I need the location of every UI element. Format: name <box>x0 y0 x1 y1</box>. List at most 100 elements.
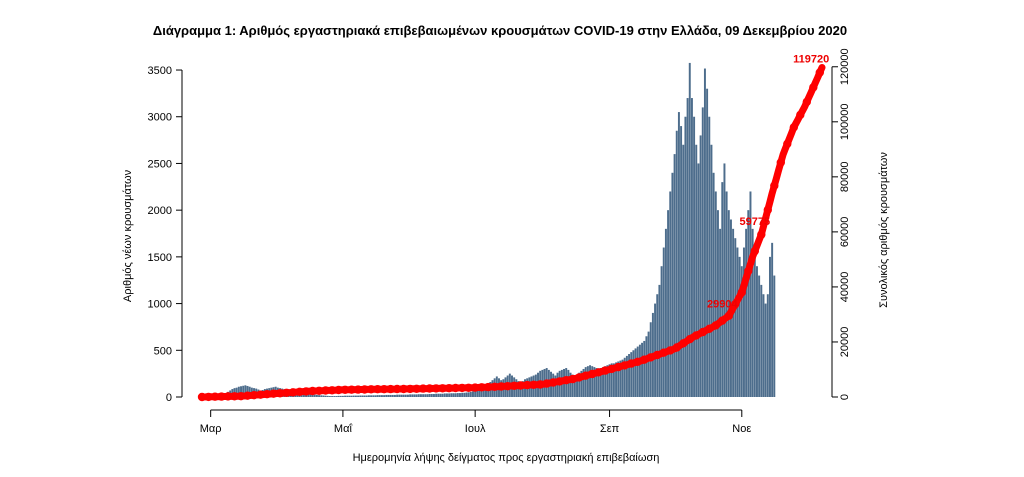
cumulative-point <box>347 385 356 394</box>
bar <box>727 210 730 397</box>
x-tick-label: Μαρ <box>200 423 222 435</box>
bar <box>244 385 247 397</box>
y-axis-label: Αριθμός νέων κρουσμάτων <box>122 169 134 302</box>
left-axis: 0 500 1000 1500 2000 2500 3000 3500 <box>148 65 183 404</box>
annotations: 119720 59775 29904 <box>707 54 829 311</box>
right-tick-label: 60000 <box>839 217 851 248</box>
bar <box>322 395 325 397</box>
bar <box>762 294 765 397</box>
cumulative-point <box>477 383 486 392</box>
bar <box>318 395 321 397</box>
bar <box>751 228 754 397</box>
bar <box>582 368 585 397</box>
bar <box>688 62 691 397</box>
bar <box>638 344 641 397</box>
bar <box>595 368 598 397</box>
bar <box>424 394 427 397</box>
cumulative-point <box>470 383 480 392</box>
cumulative-point <box>308 386 317 396</box>
bar <box>656 294 659 397</box>
bar <box>647 331 650 397</box>
x-tick-label: Μαΐ <box>334 423 353 435</box>
bar <box>725 191 728 397</box>
cumulative-point <box>568 374 577 384</box>
bar <box>571 374 574 397</box>
bar <box>710 144 713 397</box>
cumulative-point <box>510 381 519 390</box>
bar <box>749 191 752 397</box>
cumulative-point <box>776 158 785 167</box>
bar <box>758 275 761 397</box>
bar <box>482 386 485 397</box>
bar <box>354 395 357 397</box>
bar <box>625 355 628 397</box>
cumulative-point <box>562 376 571 385</box>
annotation-label: 119720 <box>793 54 829 66</box>
cumulative-point <box>295 387 304 396</box>
bar <box>617 361 620 397</box>
cumulative-point <box>360 385 369 394</box>
cumulative-point <box>620 361 629 370</box>
bar <box>714 191 717 397</box>
bar <box>404 394 407 397</box>
bar <box>610 363 613 397</box>
bar <box>398 394 401 397</box>
bar <box>706 88 709 398</box>
cumulative-point <box>490 382 499 391</box>
cumulative-point <box>542 379 551 388</box>
left-tick-label: 2000 <box>148 205 172 217</box>
cumulative-point <box>438 384 447 393</box>
bar <box>584 367 587 397</box>
bar <box>669 191 672 397</box>
cumulative-point <box>204 392 213 402</box>
bar <box>469 391 472 397</box>
bar <box>326 395 329 397</box>
cumulative-point <box>243 391 252 400</box>
bar <box>703 68 706 397</box>
cumulative-point <box>601 366 610 375</box>
left-tick-label: 1000 <box>148 299 172 311</box>
cumulative-point <box>666 346 675 355</box>
bar <box>350 395 353 397</box>
bar <box>324 395 327 397</box>
bar <box>576 374 579 397</box>
cumulative-point <box>815 68 824 77</box>
bar <box>415 394 418 397</box>
bar <box>246 385 249 397</box>
bar <box>554 375 557 397</box>
bar <box>662 247 665 397</box>
bar <box>448 393 451 397</box>
bar <box>365 395 368 397</box>
x-axis: Μαρ Μαΐ Ιουλ Σεπ Νοε <box>200 409 751 435</box>
bar <box>654 303 657 397</box>
left-tick-label: 2500 <box>148 158 172 170</box>
cumulative-point <box>529 380 538 389</box>
bar <box>406 394 409 397</box>
bar <box>695 144 698 397</box>
bar <box>712 172 715 397</box>
bar <box>612 363 615 397</box>
bar <box>675 130 678 397</box>
bar <box>747 210 750 397</box>
bar <box>773 275 776 397</box>
cumulative-point <box>269 389 278 398</box>
cumulative-point <box>321 386 330 395</box>
bar <box>664 228 667 397</box>
bar <box>677 112 680 397</box>
bar <box>315 394 318 397</box>
right-tick-label: 100000 <box>839 103 851 140</box>
cumulative-point <box>223 392 233 401</box>
bar <box>335 396 338 397</box>
cumulative-point <box>705 324 714 333</box>
bar <box>374 395 377 397</box>
bar <box>753 247 756 397</box>
bar <box>419 394 422 397</box>
bar <box>396 394 399 397</box>
chart-title: Διάγραμμα 1: Αριθμός εργαστηριακά επιβεβ… <box>153 23 847 38</box>
bar <box>441 393 444 397</box>
cumulative-point <box>353 385 363 394</box>
cumulative-point <box>731 299 740 309</box>
left-tick-label: 500 <box>154 345 172 357</box>
x-tick-label: Νοε <box>732 423 751 435</box>
cumulative-point <box>262 390 272 399</box>
